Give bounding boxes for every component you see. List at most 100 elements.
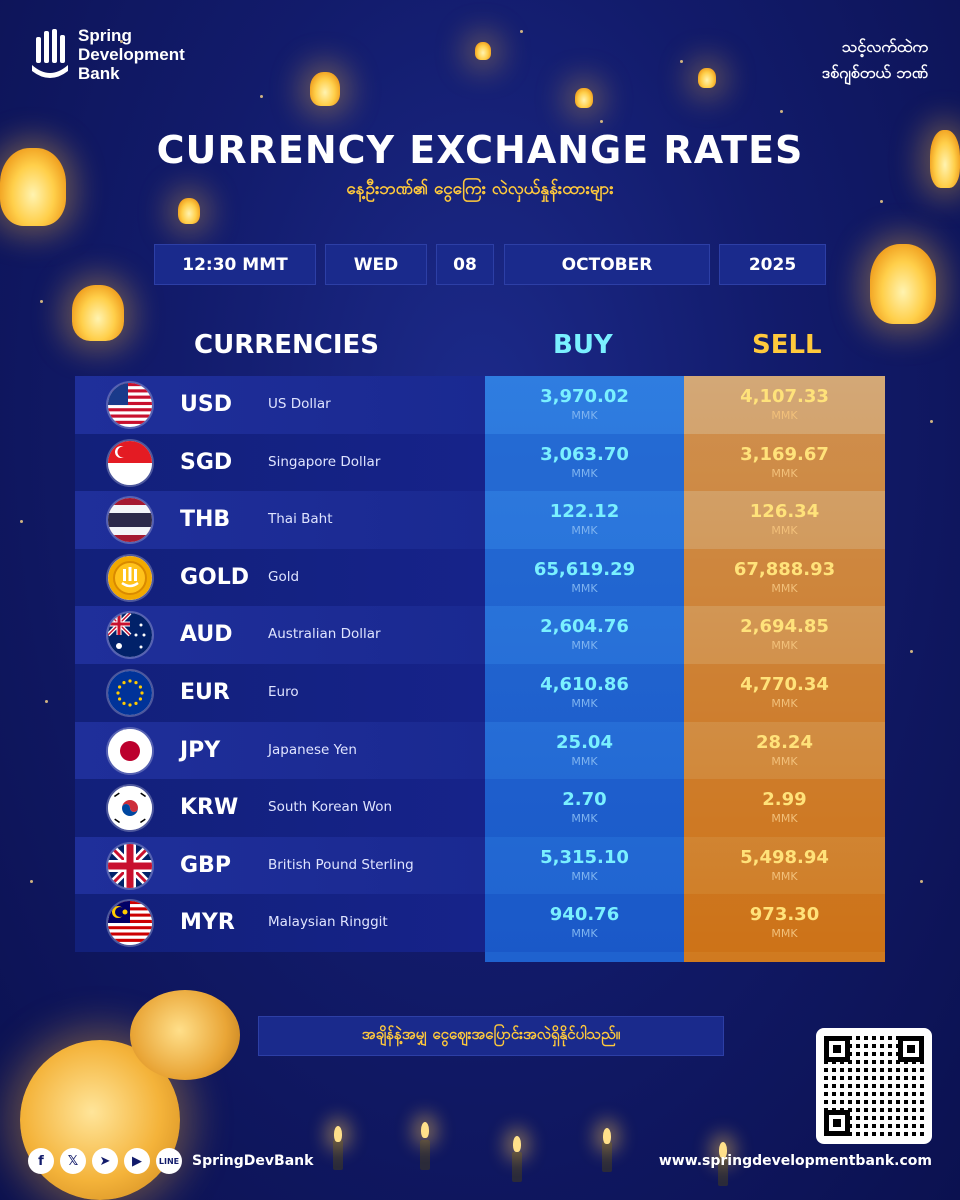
- sell-unit: MMK: [771, 581, 798, 595]
- sell-rate: 126.34: [749, 501, 820, 523]
- buy-rate: 940.76: [549, 904, 620, 926]
- buy-unit: MMK: [571, 524, 598, 538]
- buy-unit: MMK: [571, 927, 598, 941]
- eu-flag-icon: [108, 671, 152, 715]
- telegram-icon[interactable]: ➤: [92, 1148, 118, 1174]
- bank-logo-icon: [32, 28, 68, 78]
- uk-flag-icon: [108, 843, 152, 888]
- sell-rate-cell: 126.34 MMK: [684, 491, 885, 549]
- singapore-flag-icon: [108, 440, 152, 485]
- rates-table: USD US Dollar 3,970.02 MMK 4,107.33 MMK SGD Sin…: [75, 376, 885, 962]
- buy-rate: 4,610.86: [540, 674, 629, 695]
- sell-unit: MMK: [771, 812, 798, 826]
- youtube-icon[interactable]: ▶: [124, 1148, 150, 1174]
- currency-code: EUR: [180, 680, 230, 705]
- line-icon[interactable]: LINE: [156, 1148, 182, 1174]
- sell-rate-cell: 67,888.93 MMK: [684, 548, 885, 607]
- buy-unit: MMK: [571, 466, 598, 480]
- x-icon[interactable]: 𝕏: [60, 1148, 86, 1174]
- currency-name: Japanese Yen: [268, 741, 357, 758]
- buy-rate-cell: 25.04 MMK: [485, 722, 684, 780]
- buy-unit: MMK: [571, 639, 598, 653]
- rabbit-decoration: [130, 990, 240, 1080]
- page-title: CURRENCY EXCHANGE RATES: [156, 128, 804, 172]
- currencies-header: CURRENCIES: [194, 330, 379, 360]
- buy-rate: 3,970.02: [540, 386, 629, 407]
- currency-code: GBP: [180, 852, 231, 878]
- sell-column: [684, 376, 885, 962]
- sell-rate-cell: 4,770.34 MMK: [684, 664, 885, 722]
- sell-rate: 2,694.85: [740, 616, 829, 638]
- buy-unit: MMK: [571, 812, 598, 826]
- bank-logo: Spring Development Bank: [30, 26, 185, 83]
- sell-unit: MMK: [771, 869, 798, 883]
- buy-header: BUY: [553, 330, 613, 360]
- sell-rate: 2.99: [762, 789, 807, 811]
- buy-rate-cell: 5,315.10 MMK: [485, 837, 684, 895]
- gold-coin-icon: [108, 555, 152, 600]
- buy-unit: MMK: [571, 581, 598, 595]
- table-row: AUD Australian Dollar 2,604.76 MMK 2,694.85 M…: [75, 606, 885, 664]
- currency-name: Thai Baht: [268, 511, 333, 528]
- us-flag-icon: [108, 383, 152, 427]
- currency-code: KRW: [180, 795, 239, 821]
- weekday-box: WED: [325, 244, 427, 285]
- currency-code: JPY: [180, 737, 221, 763]
- currency-code: SGD: [180, 449, 233, 475]
- buy-rate-cell: 2,604.76 MMK: [485, 606, 684, 664]
- buy-rate-cell: 2.70 MMK: [485, 779, 684, 837]
- table-row: JPY Japanese Yen 25.04 MMK 28.24 MMK: [75, 721, 885, 780]
- sell-rate: 3,169.67: [740, 443, 829, 465]
- buy-rate-cell: 65,619.29 MMK: [485, 548, 684, 607]
- disclaimer-note: အချိန်နဲ့အမျှ ငွေဈေးအပြောင်းအလဲရှိနိုင်ပ…: [258, 1016, 724, 1056]
- sell-rate: 28.24: [756, 731, 813, 753]
- qr-code[interactable]: [816, 1028, 932, 1144]
- website-link[interactable]: www.springdevelopmentbank.com: [658, 1153, 932, 1169]
- time-box: 12:30 MMT: [154, 244, 316, 285]
- qr-code-pattern: [824, 1036, 924, 1136]
- buy-rate: 65,619.29: [533, 558, 636, 580]
- table-row: KRW South Korean Won 2.70 MMK 2.99 MMK: [75, 779, 885, 837]
- table-row: THB Thai Baht 122.12 MMK 126.34 MMK: [75, 491, 885, 549]
- thailand-flag-icon: [108, 498, 152, 543]
- sell-unit: MMK: [771, 524, 798, 538]
- currency-name: US Dollar: [268, 396, 331, 412]
- buy-unit: MMK: [571, 869, 598, 883]
- currency-code: USD: [180, 392, 232, 417]
- sell-rate: 5,498.94: [740, 846, 829, 868]
- currency-code: GOLD: [180, 564, 250, 590]
- sell-rate-cell: 4,107.33 MMK: [684, 376, 885, 434]
- facebook-icon[interactable]: f: [28, 1148, 54, 1174]
- currency-name: Euro: [268, 684, 299, 700]
- buy-unit: MMK: [571, 697, 598, 710]
- social-handle[interactable]: SpringDevBank: [192, 1153, 314, 1169]
- table-row: GOLD Gold 65,619.29 MMK 67,888.93 MMK: [75, 548, 885, 607]
- sell-unit: MMK: [771, 466, 798, 480]
- buy-column: [485, 376, 684, 962]
- sell-unit: MMK: [771, 697, 798, 710]
- sell-rate-cell: 3,169.67 MMK: [684, 433, 885, 492]
- sell-rate: 4,770.34: [740, 674, 829, 695]
- currency-name: Gold: [268, 568, 300, 585]
- sell-rate-cell: 28.24 MMK: [684, 722, 885, 780]
- currency-name: British Pound Sterling: [268, 856, 414, 873]
- australia-flag-icon: [108, 613, 152, 658]
- buy-rate-cell: 3,063.70 MMK: [485, 433, 684, 492]
- buy-rate-cell: 940.76 MMK: [485, 894, 684, 952]
- buy-rate: 25.04: [556, 731, 613, 753]
- day-box: 08: [436, 244, 494, 285]
- currency-name: Singapore Dollar: [268, 453, 381, 470]
- table-row: USD US Dollar 3,970.02 MMK 4,107.33 MMK: [75, 376, 885, 434]
- sell-rate: 67,888.93: [733, 558, 836, 580]
- buy-rate: 122.12: [549, 501, 620, 523]
- social-links: f 𝕏 ➤ ▶ LINE SpringDevBank: [28, 1148, 313, 1174]
- page-subtitle: နေ့ဦးဘဏ်၏ ငွေကြေး လဲလှယ်နှုန်းထားများ: [346, 179, 614, 199]
- korea-flag-icon: [108, 786, 152, 831]
- sell-rate: 973.30: [749, 904, 820, 926]
- table-row: EUR Euro 4,610.86 MMK 4,770.34 MMK: [75, 664, 885, 722]
- buy-unit: MMK: [571, 754, 598, 768]
- currency-code: AUD: [180, 622, 233, 648]
- buy-rate: 2.70: [562, 789, 607, 811]
- currency-code: THB: [180, 507, 231, 533]
- bank-name-line1: Spring: [78, 26, 132, 45]
